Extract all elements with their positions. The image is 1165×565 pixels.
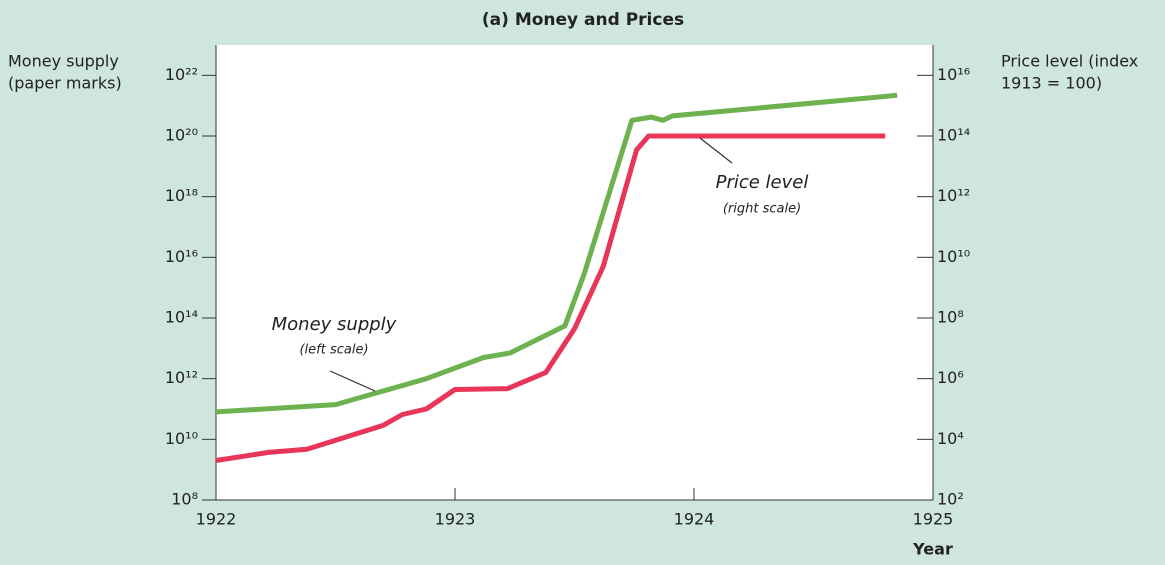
y2-tick-label: 10¹⁶ [937, 65, 970, 84]
x-tick-label: 1925 [913, 510, 954, 529]
y-tick-label: 10²² [165, 65, 198, 84]
y-tick-label: 10¹⁰ [165, 429, 198, 448]
y-tick-label: 10¹⁴ [165, 308, 198, 327]
y2-tick-label: 10¹⁴ [937, 126, 970, 145]
y2-tick-label: 10⁸ [937, 308, 964, 327]
y-axis-label: (paper marks) [8, 74, 122, 93]
series-line [215, 92, 898, 415]
y2-tick-label: 10¹² [937, 186, 970, 205]
y-tick-label: 10¹⁸ [165, 186, 198, 205]
y-tick-label: 10¹² [165, 368, 198, 387]
y2-tick-label: 10⁴ [937, 429, 964, 448]
x-tick-label: 1923 [435, 510, 476, 529]
x-tick-label: 1922 [196, 510, 237, 529]
annotation-leader [699, 137, 733, 164]
annotation-note: (right scale) [723, 202, 801, 217]
y2-axis-label: Price level (index [1001, 52, 1138, 71]
y-tick-label: 10¹⁶ [165, 247, 198, 266]
x-tick-label: 1924 [674, 510, 715, 529]
y2-tick-label: 10⁶ [937, 368, 964, 387]
x-axis-label: Year [912, 540, 953, 559]
y2-tick-label: 10¹⁰ [937, 247, 970, 266]
chart-title: (a) Money and Prices [482, 10, 684, 30]
annotation-note: (left scale) [299, 343, 368, 358]
annotation-leader [329, 370, 376, 392]
y2-tick-label: 10² [937, 490, 964, 509]
series-line [215, 133, 886, 463]
y-tick-label: 10²⁰ [165, 126, 198, 145]
y-axis-label: Money supply [8, 52, 119, 71]
annotation-label: Money supply [272, 314, 397, 335]
y-tick-label: 10⁸ [171, 490, 198, 509]
plot-area [216, 45, 933, 500]
annotation-label: Price level [716, 172, 809, 193]
y2-axis-label: 1913 = 100) [1001, 74, 1102, 93]
